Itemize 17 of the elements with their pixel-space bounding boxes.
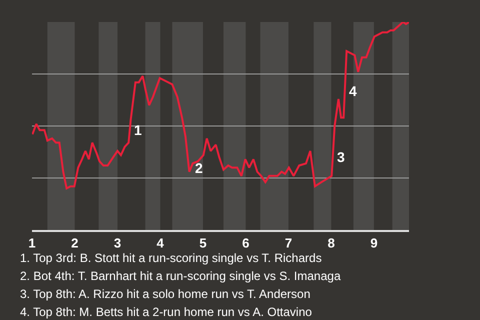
x-tick-label: 4	[156, 236, 165, 251]
text: 4. Top 8th: M. Betts hit a 2-run home run vs A. Ottavino	[20, 305, 312, 319]
text: 3. Top 8th: A. Rizzo hit a solo home run vs T. Anderson	[20, 287, 310, 301]
annotation: 4	[349, 83, 357, 99]
text: 2. Bot 4th: T. Barnhart hit a run-scoring single vs S. Imanaga	[20, 269, 341, 283]
annotation: 2	[195, 160, 203, 176]
text: 1. Top 3rd: B. Stott hit a run-scoring single vs T. Richards	[20, 251, 322, 265]
annotation: 1	[134, 122, 142, 138]
x-tick-label: 1	[28, 236, 36, 251]
x-tick-label: 7	[284, 236, 292, 251]
x-tick-label: 6	[242, 236, 250, 251]
x-tick-label: 3	[114, 236, 122, 251]
annotation: 3	[337, 149, 345, 165]
x-tick-label: 8	[328, 236, 335, 251]
x-tick-label: 9	[370, 236, 378, 251]
x-tick-label: 2	[71, 236, 78, 251]
x-tick-label: 5	[199, 236, 207, 251]
